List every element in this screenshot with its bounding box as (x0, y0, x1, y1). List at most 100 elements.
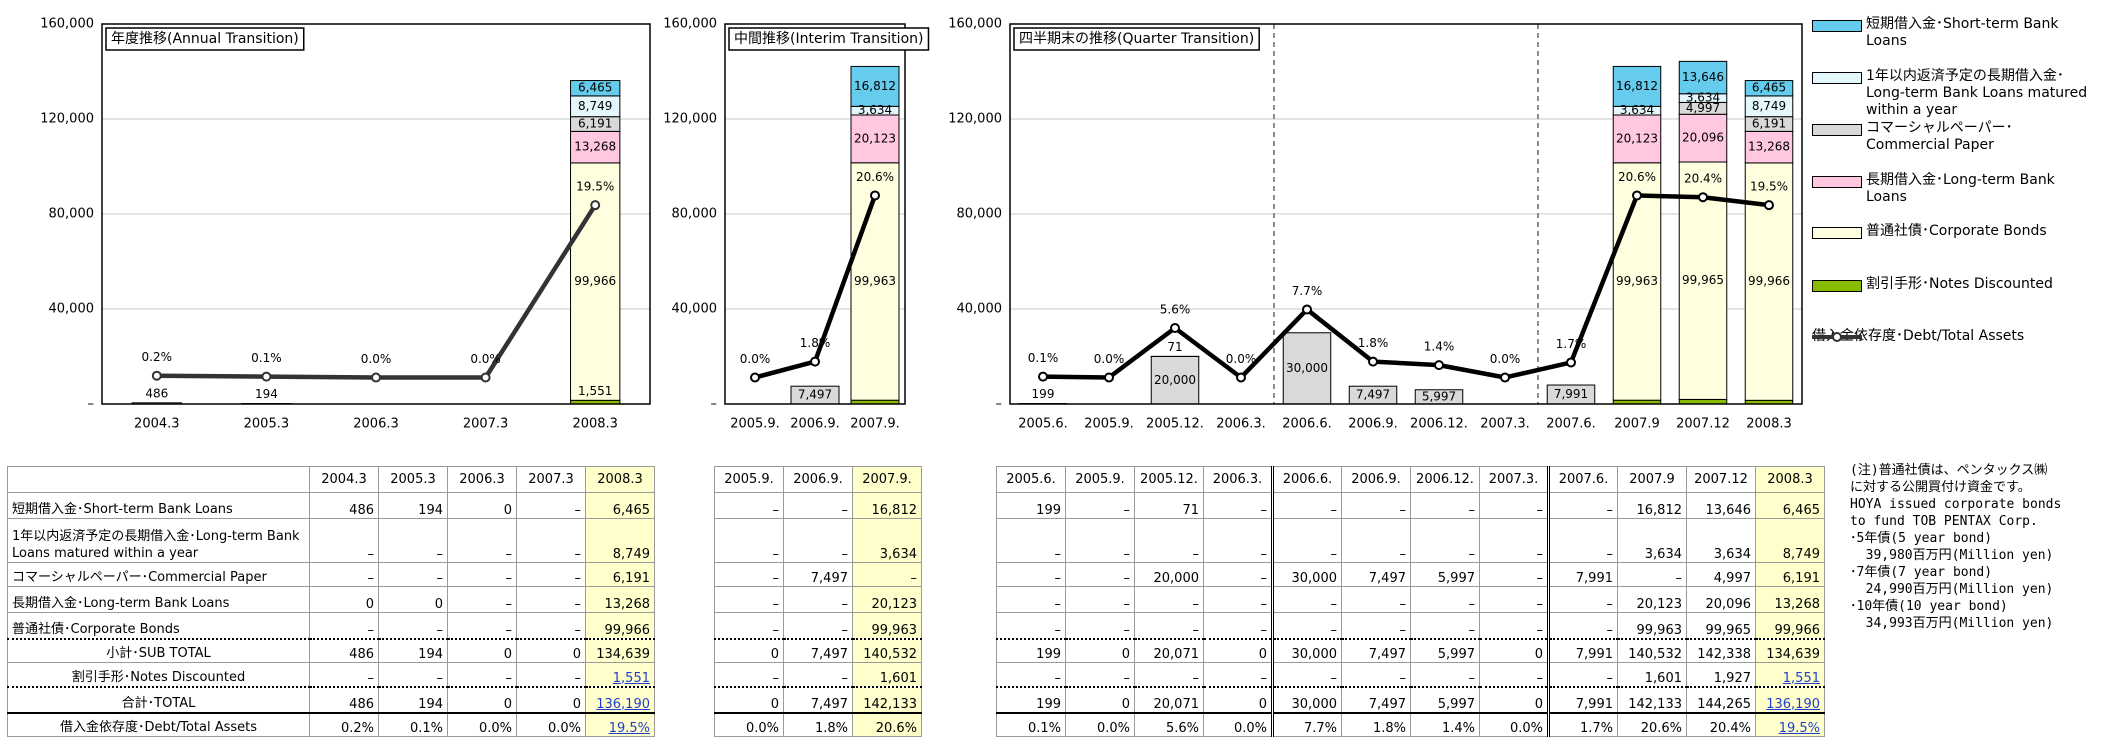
x-tick-label: 2005.9. (730, 417, 780, 432)
table-cell: 7,497 (1341, 562, 1411, 587)
legend-text: 短期借入金･Short-term Bank Loans (1866, 16, 2059, 49)
table-cell: – (516, 612, 586, 639)
table-cell: 0.0% (1479, 711, 1549, 737)
data-label: 13,268 (574, 140, 616, 154)
table-cell: – (1479, 518, 1549, 563)
line-marker (1698, 192, 1708, 203)
line-marker (1104, 372, 1114, 383)
table-cell: – (309, 612, 379, 639)
table-cell: – (783, 492, 853, 519)
table-cell: 7,497 (783, 685, 853, 713)
table-cell: 20.6% (1617, 711, 1687, 737)
column-header: 2005.3 (378, 466, 448, 493)
table-cell: – (1065, 562, 1135, 587)
x-tick-label: 2006.9. (1348, 417, 1398, 432)
line-label: 7.7% (1292, 284, 1323, 298)
table-cell: – (378, 518, 448, 563)
table-row: 1年以内返済予定の長期借入金･Long-term Bank Loans matu… (7, 518, 655, 563)
data-table: 2005.9. 2006.9. 2007.9. – –16,812– –3,634–7,4… (714, 466, 922, 737)
table-cell: 20,071 (1134, 637, 1204, 663)
table-cell: – (783, 518, 853, 563)
x-tick-label: 2007.3 (463, 417, 509, 432)
table-cell: 1,551 (585, 662, 655, 687)
bar-segment (1678, 113, 1728, 163)
row-label: 長期借入金･Long-term Bank Loans (7, 586, 310, 613)
line-label: 1.7% (1556, 337, 1587, 351)
column-header: 2004.3 (309, 466, 379, 493)
data-table: 2005.6. 2005.9. 2005.12. 2006.3. 2006.6. 2006… (996, 466, 1825, 737)
table-cell: – (1134, 662, 1204, 687)
note-line: 34,993百万円(Million yen) (1850, 616, 2054, 631)
column-header: 2005.12. (1134, 466, 1204, 493)
note-line: ･10年債(10 year bond) (1850, 599, 2008, 614)
y-tick-label: 160,000 (40, 17, 94, 32)
column-header: 2008.3 (1755, 466, 1825, 493)
row-label: 小計･SUB TOTAL (7, 637, 310, 663)
table-row: 0 7,497 142,133 (714, 685, 922, 713)
line-marker (1170, 323, 1180, 333)
table-cell: – (447, 562, 517, 587)
table-cell: – (516, 662, 586, 687)
table-cell: 30,000 (1271, 637, 1342, 663)
data-label: 30,000 (1286, 361, 1328, 375)
x-tick-label: 2007.9 (1614, 417, 1660, 432)
table-cell: 0 (447, 492, 517, 519)
table-row: 0.1% 0.0% 5.6% 0.0% 7.7% 1.8% 1.4% 0.0% 1.7% 20.6… (996, 711, 1825, 737)
line-marker (261, 371, 272, 382)
table-cell: 0.0% (516, 711, 586, 737)
table-row: – –16,812 (714, 492, 922, 519)
data-label: 20,000 (1154, 373, 1196, 387)
table-cell: 1,551 (1755, 662, 1825, 687)
line-label: 5.6% (1160, 303, 1191, 317)
table-cell: – (714, 662, 784, 687)
x-tick-label: 2007.9. (850, 417, 900, 432)
y-tick-label: – (996, 397, 1003, 412)
column-header: 2006.6. (1271, 466, 1342, 493)
table-cell: – (1617, 562, 1687, 587)
column-header: 2005.9. (1065, 466, 1135, 493)
line-series (1042, 193, 1770, 380)
column-header: 2006.9. (1341, 466, 1411, 493)
row-label: 合計･TOTAL (7, 685, 310, 713)
table-cell: – (447, 586, 517, 613)
table-cell: 199 (996, 685, 1066, 713)
table-cell: – (1271, 586, 1342, 613)
table-row: – –3,634 (714, 518, 922, 563)
data-label: 6,191 (578, 117, 612, 131)
table-row: – –20,123 (714, 586, 922, 613)
table-row: – – – – – – – – –1,601 1,927 1,551 (996, 662, 1825, 687)
table-cell: – (1479, 562, 1549, 587)
table-cell: 194 (378, 492, 448, 519)
table-row: 199 0 20,071 0 30,000 7,497 5,997 0 7,991 142,133… (996, 685, 1825, 713)
table-cell: 3,634 (1617, 518, 1687, 563)
y-tick-label: 80,000 (957, 207, 1003, 222)
data-label: 8,749 (1752, 99, 1786, 113)
table-cell: 20,096 (1686, 586, 1756, 613)
table-cell: 0 (1065, 685, 1135, 713)
table-cell: – (1065, 518, 1135, 563)
x-tick-label: 2006.3. (1216, 417, 1266, 432)
line-label: 19.5% (576, 180, 614, 194)
table-cell: 134,639 (585, 637, 655, 663)
data-label: 6,465 (1752, 81, 1786, 95)
legend-swatch (1812, 72, 1862, 84)
table-row: コマーシャルペーパー･Commercial Paper – – – –6,191 (7, 562, 655, 587)
legend-swatch (1812, 124, 1862, 136)
table-cell: – (1271, 518, 1342, 563)
x-tick-label: 2005.6. (1018, 417, 1068, 432)
table-row: 0.0% 1.8% 20.6% (714, 711, 922, 737)
table-cell: 8,749 (585, 518, 655, 563)
data-label: 20,123 (1616, 131, 1658, 145)
line-marker (480, 372, 491, 383)
line-marker (870, 190, 880, 201)
chart-title: 四半期末の推移(Quarter Transition) (1019, 31, 1254, 47)
table-cell: 1,601 (852, 662, 922, 687)
y-tick-label: 160,000 (948, 17, 1002, 32)
table-cell: – (996, 562, 1066, 587)
table-cell: 20,123 (852, 586, 922, 613)
y-tick-label: – (88, 397, 95, 412)
table-cell: 8,749 (1755, 518, 1825, 563)
table-cell: – (1134, 586, 1204, 613)
table-cell: – (783, 612, 853, 639)
table-row: – – – – – – – – –3,634 3,634 8,749 (996, 518, 1825, 563)
